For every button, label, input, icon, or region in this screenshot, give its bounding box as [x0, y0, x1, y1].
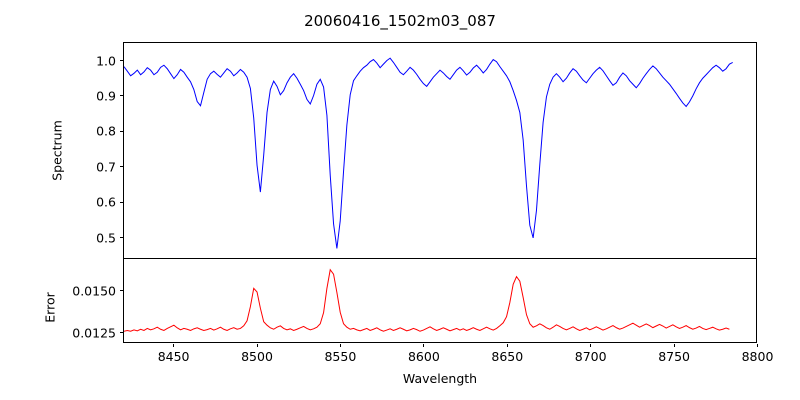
xaxis-title: Wavelength — [402, 371, 478, 386]
xtick-label: 8500 — [241, 349, 273, 364]
xtick-mark — [256, 343, 258, 347]
spectrum-ytick-label: 0.9 — [96, 88, 116, 104]
spectrum-ytick-mark — [119, 59, 123, 61]
error-ytick-label: 0.0150 — [72, 283, 116, 299]
error-ytick-mark — [119, 290, 123, 292]
spectrum-ytick-mark — [119, 201, 123, 203]
spectrum-ytick-label: 1.0 — [96, 53, 116, 68]
xtick-mark — [590, 343, 592, 347]
spectrum-ytick-label: 0.5 — [96, 230, 116, 245]
spectrum-ytick-mark — [119, 130, 123, 132]
spectrum-ytick-label: 0.6 — [96, 194, 116, 210]
xtick-label: 8650 — [491, 349, 524, 364]
xtick-mark — [423, 343, 425, 347]
error-ytick-label: 0.0125 — [72, 325, 116, 341]
spectrum-trace — [124, 58, 733, 248]
xtick-mark — [506, 343, 508, 347]
xtick-label: 8700 — [574, 349, 607, 364]
spectrum-ytick-mark — [119, 236, 123, 238]
xtick-label: 8750 — [658, 349, 690, 364]
error-plot-area — [123, 258, 757, 343]
figure-title: 20060416_1502m03_087 — [304, 12, 496, 30]
xtick-label: 8550 — [324, 349, 357, 364]
xtick-mark — [757, 343, 759, 347]
spectrum-ytick-label: 0.7 — [96, 159, 116, 175]
spectrum-plot-area — [123, 42, 757, 258]
spectrum-axis-title: Spectrum — [49, 120, 65, 181]
xtick-label: 8800 — [741, 349, 774, 364]
xtick-label: 8450 — [157, 349, 190, 364]
xtick-mark — [339, 343, 341, 347]
error-axis-title: Error — [42, 292, 58, 323]
xtick-mark — [173, 343, 175, 347]
spectrum-ytick-mark — [119, 95, 123, 97]
error-trace — [124, 270, 729, 332]
error-line-series — [124, 259, 756, 342]
xtick-mark — [673, 343, 675, 347]
xtick-label: 8600 — [407, 349, 440, 364]
error-ytick-mark — [119, 332, 123, 334]
spectrum-line-series — [124, 43, 756, 258]
spectrum-ytick-label: 0.8 — [96, 123, 116, 139]
spectrum-ytick-mark — [119, 166, 123, 168]
